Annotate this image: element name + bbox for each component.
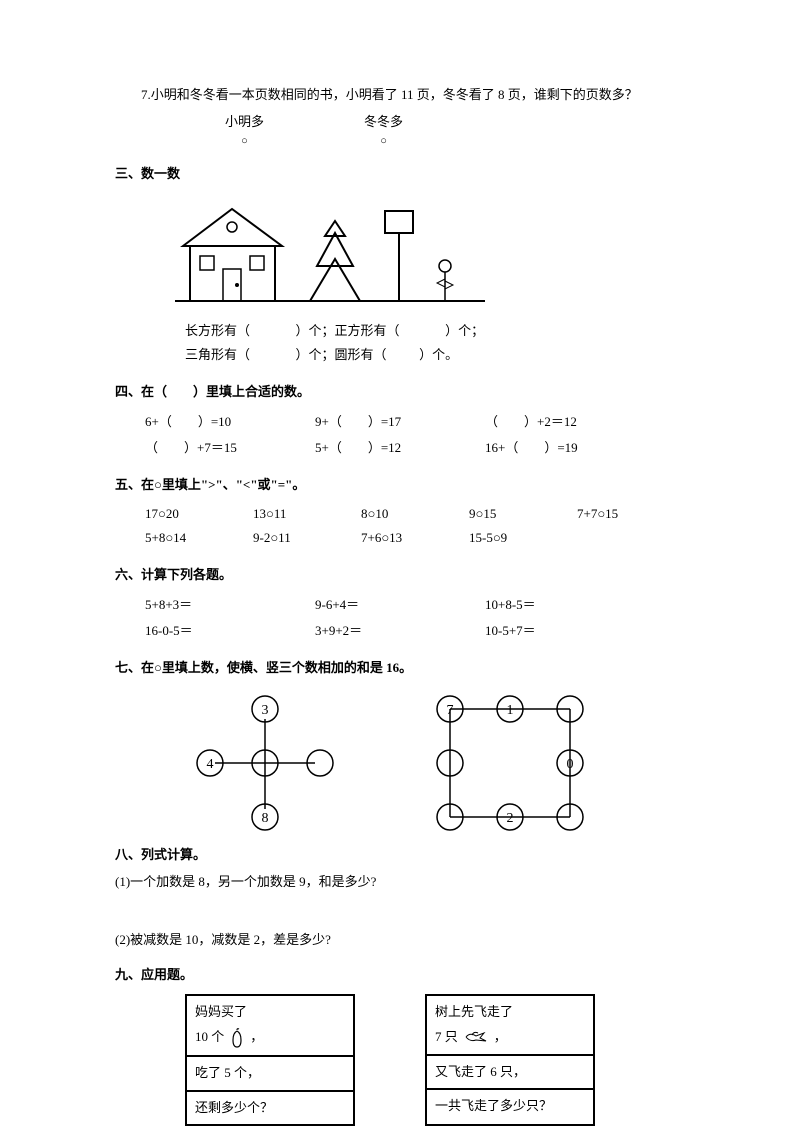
calc-cell[interactable]: 10+8-5＝	[485, 592, 655, 618]
calc-cell[interactable]: 10-5+7＝	[485, 618, 655, 644]
p2-r2: 又飞走了 6 只，	[435, 1062, 526, 1083]
calc-cell[interactable]: 9-6+4＝	[315, 592, 485, 618]
s5-title: 五、在○里填上">"、"<"或"="。	[115, 475, 678, 496]
puzzle-diagrams: 3 4 8 7 1 0 2	[185, 691, 678, 831]
square-puzzle[interactable]: 7 1 0 2	[425, 691, 595, 831]
svg-text:1: 1	[507, 703, 514, 718]
compare-cell[interactable]: 9-2○11	[253, 526, 353, 551]
svg-text:4: 4	[207, 757, 214, 772]
s8-q1: (1)一个加数是 8，另一个加数是 9，和是多少?	[115, 872, 678, 893]
compare-cell[interactable]: 5+8○14	[145, 526, 245, 551]
fill-cell[interactable]: （ ）+2＝12	[485, 409, 655, 435]
bird-icon	[462, 1028, 490, 1046]
p1-r2: 吃了 5 个，	[195, 1063, 260, 1084]
opt-dongdong[interactable]: 冬冬多	[364, 112, 403, 133]
fill-cell[interactable]: 5+（ ）=12	[315, 435, 485, 461]
svg-text:7: 7	[447, 703, 454, 718]
p1-r1a: 妈妈买了	[195, 1002, 247, 1023]
calc-cell[interactable]: 3+9+2＝	[315, 618, 485, 644]
compare-cell[interactable]: 17○20	[145, 502, 245, 527]
pear-icon	[228, 1027, 246, 1049]
fill-cell[interactable]: （ ）+7＝15	[145, 435, 315, 461]
shapes-diagram	[175, 191, 678, 313]
s8-q2: (2)被减数是 10，减数是 2，差是多少?	[115, 930, 678, 951]
radio-circle-icon[interactable]: ○	[225, 133, 264, 151]
s7-title: 七、在○里填上数，使横、竖三个数相加的和是 16。	[115, 658, 678, 679]
svg-text:3: 3	[262, 703, 269, 718]
shape-answers: 长方形有（ ）个；正方形有（ ）个； 三角形有（ ）个；圆形有（ ）个。	[185, 319, 678, 368]
problem-box-2: 树上先飞走了 7 只 ， 又飞走了 6 只， 一共飞走了多少只？	[425, 994, 595, 1126]
cross-puzzle[interactable]: 3 4 8	[185, 691, 345, 831]
p2-r3: 一共飞走了多少只？	[435, 1096, 552, 1117]
calc-cell[interactable]: 5+8+3＝	[145, 592, 315, 618]
rect-blank[interactable]	[253, 323, 292, 338]
square-label: ）个；正方形有（	[296, 323, 400, 338]
p2-r1a: 树上先飞走了	[435, 1002, 513, 1023]
s8-title: 八、列式计算。	[115, 845, 678, 866]
answer1-end: ）个；	[445, 323, 484, 338]
fill-cell[interactable]: 9+（ ）=17	[315, 409, 485, 435]
compare-cell[interactable]: 7+7○15	[577, 502, 677, 527]
problem-box-1: 妈妈买了 10 个 ， 吃了 5 个， 还剩多少个？	[185, 994, 355, 1126]
circle-label: ）个；圆形有（	[296, 347, 387, 362]
s3-title: 三、数一数	[115, 164, 678, 185]
p1-r1b: 10 个	[195, 1027, 224, 1048]
compare-cell[interactable]: 15-5○9	[469, 526, 569, 551]
p1-r3: 还剩多少个？	[195, 1098, 273, 1119]
compare-cell[interactable]: 9○15	[469, 502, 569, 527]
svg-text:8: 8	[262, 811, 269, 826]
s9-title: 九、应用题。	[115, 965, 678, 986]
rect-label: 长方形有（	[185, 323, 250, 338]
s6-title: 六、计算下列各题。	[115, 565, 678, 586]
q7-text: 7.小明和冬冬看一本页数相同的书，小明看了 11 页，冬冬看了 8 页，谁剩下的…	[115, 85, 678, 106]
opt-xiaoming[interactable]: 小明多	[225, 112, 264, 133]
tri-label: 三角形有（	[185, 347, 250, 362]
compare-cell[interactable]: 13○11	[253, 502, 353, 527]
comma: ，	[250, 1027, 263, 1048]
tri-blank[interactable]	[253, 347, 292, 362]
s4-title: 四、在（ ）里填上合适的数。	[115, 382, 678, 403]
p2-r1b: 7 只	[435, 1027, 458, 1048]
svg-text:2: 2	[507, 811, 514, 826]
q7-options: 小明多 ○ 冬冬多 ○	[225, 112, 678, 150]
compare-cell[interactable]: 7+6○13	[361, 526, 461, 551]
circle-blank[interactable]	[390, 347, 416, 362]
calc-cell[interactable]: 16-0-5＝	[145, 618, 315, 644]
radio-circle-icon[interactable]: ○	[364, 133, 403, 151]
fill-cell[interactable]: 6+（ ）=10	[145, 409, 315, 435]
answer2-end: ）个。	[419, 347, 458, 362]
compare-cell[interactable]: 8○10	[361, 502, 461, 527]
fill-cell[interactable]: 16+（ ）=19	[485, 435, 655, 461]
svg-text:0: 0	[567, 757, 574, 772]
square-blank[interactable]	[403, 323, 442, 338]
comma: ，	[494, 1027, 507, 1048]
